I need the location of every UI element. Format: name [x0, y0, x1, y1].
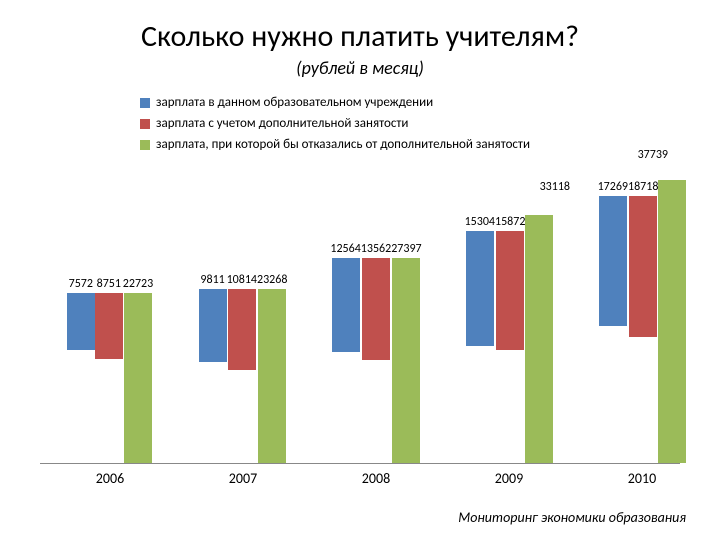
legend-swatch-icon [140, 98, 150, 108]
page-title: Сколько нужно платить учителям? [30, 18, 690, 55]
value-label: 15304 [465, 215, 495, 229]
value-label: 12564 [330, 242, 360, 256]
value-label: 10814 [227, 273, 257, 287]
bar-wrap: 27397 [391, 242, 421, 463]
legend-item: зарплата с учетом дополнительной занятос… [140, 114, 690, 135]
bar [496, 231, 524, 350]
bar-wrap [525, 215, 553, 463]
bar [362, 258, 390, 360]
bar [658, 180, 686, 463]
value-label: 7572 [69, 277, 93, 291]
bar [599, 196, 627, 326]
legend-item: зарплата в данном образовательном учрежд… [140, 93, 690, 114]
legend-swatch-icon [140, 140, 150, 150]
value-label: 15872 [495, 215, 525, 229]
value-label: 22723 [123, 277, 153, 291]
x-axis: 20062007200820092010 [40, 470, 680, 490]
x-tick-label: 2006 [55, 470, 165, 487]
value-label: 9811 [200, 273, 224, 287]
bar-group: 1530415872 [454, 215, 564, 463]
bar-wrap: 23268 [257, 273, 287, 464]
value-label: 23268 [257, 273, 287, 287]
x-tick-label: 2009 [454, 470, 564, 487]
bar [629, 196, 657, 336]
x-tick-label: 2010 [587, 470, 697, 487]
bar [228, 289, 256, 370]
bar-group: 7572 875122723 [55, 277, 165, 463]
bar-wrap: 7572 [67, 277, 95, 463]
bar-wrap: 17269 [598, 180, 628, 463]
bar [392, 258, 420, 463]
value-label: 37739 [638, 148, 668, 162]
bar-wrap: 12564 [330, 242, 360, 463]
value-label: 8751 [97, 277, 121, 291]
bar [95, 293, 123, 359]
x-tick-label: 2007 [188, 470, 298, 487]
bar-wrap: 15304 [465, 215, 495, 463]
legend-label: зарплата, при которой бы отказались от д… [156, 135, 530, 156]
bar-group: 125641356227397 [321, 242, 431, 463]
chart-caption: Мониторинг экономики образования [458, 509, 686, 526]
x-tick-label: 2008 [321, 470, 431, 487]
bar [466, 231, 494, 346]
bar-wrap [658, 180, 686, 463]
bar [124, 293, 152, 463]
bar [332, 258, 360, 352]
bar [258, 289, 286, 464]
bar-group: 1726918718 [587, 180, 697, 463]
bar [525, 215, 553, 463]
chart-area: 7572875122723981110814232681256413562273… [40, 163, 680, 464]
legend-swatch-icon [140, 119, 150, 129]
page: Сколько нужно платить учителям? (рублей … [0, 0, 720, 540]
bar-group: 98111081423268 [188, 273, 298, 464]
value-label: 27397 [391, 242, 421, 256]
bar-wrap: 10814 [227, 273, 257, 464]
bar-wrap: 22723 [123, 277, 153, 463]
bar-wrap: 15872 [495, 215, 525, 463]
value-label: 13562 [361, 242, 391, 256]
legend: зарплата в данном образовательном учрежд… [140, 93, 690, 155]
legend-item: зарплата, при которой бы отказались от д… [140, 135, 690, 156]
bar-wrap: 18718 [628, 180, 658, 463]
page-subtitle: (рублей в месяц) [30, 57, 690, 79]
bar [67, 293, 95, 350]
bar-wrap: 13562 [361, 242, 391, 463]
legend-label: зарплата с учетом дополнительной занятос… [156, 114, 408, 135]
value-label: 17269 [598, 180, 628, 194]
legend-label: зарплата в данном образовательном учрежд… [156, 93, 433, 114]
bar-wrap: 8751 [95, 277, 123, 463]
bar [199, 289, 227, 363]
bar-wrap: 9811 [199, 273, 227, 464]
value-label: 18718 [628, 180, 658, 194]
